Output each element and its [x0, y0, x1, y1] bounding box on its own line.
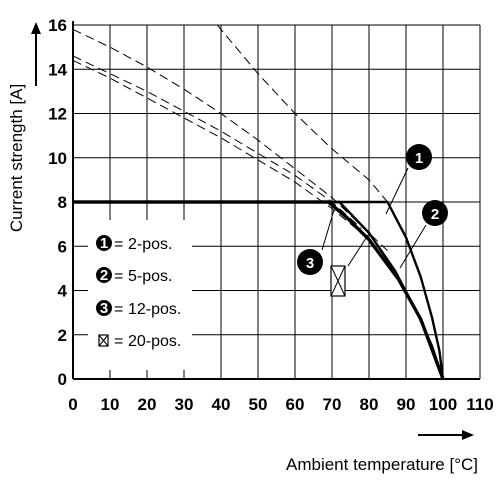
x-tick-label: 20	[138, 395, 157, 414]
y-axis-arrowhead	[31, 22, 41, 34]
callout-3-leader	[321, 209, 335, 251]
axes	[72, 21, 480, 380]
x-tick-label: 70	[323, 395, 342, 414]
series-lines	[73, 200, 445, 380]
legend-label-text-12-pos: 12-pos.	[128, 301, 181, 318]
legend-marker-3	[96, 300, 112, 316]
x-tick-label: 10	[101, 395, 120, 414]
legend-item-20-pos: = 20-pos.	[98, 333, 181, 350]
callout-1-badge	[406, 144, 432, 170]
x-tick-label: 100	[429, 395, 457, 414]
legend: 1 = 2-pos. 2 = 5-pos. 3 = 12-pos. = 20-p…	[88, 220, 192, 370]
legend-marker-3-label: 3	[100, 300, 108, 317]
callout-3-badge	[297, 249, 323, 275]
series-line-20-pos	[73, 200, 445, 380]
legend-item-5-pos: 2 = 5-pos.	[96, 267, 172, 285]
y-tick-label: 0	[58, 370, 67, 389]
legend-label-text-20-pos: 20-pos.	[128, 333, 181, 350]
y-tick-label: 16	[48, 16, 67, 35]
legend-equals-5-pos: =	[114, 268, 123, 285]
y-tick-label: 8	[58, 193, 67, 212]
legend-item-2-pos: 1 = 2-pos.	[96, 235, 172, 253]
callout-1-label: 1	[415, 150, 423, 167]
callout-2-leader	[399, 224, 427, 269]
callout-2-badge	[422, 200, 448, 226]
callout-3-label: 3	[306, 255, 314, 272]
x-axis-arrowhead	[462, 430, 474, 440]
x-axis-title: Ambient temperature [°C]	[286, 455, 478, 474]
y-tick-label: 10	[48, 149, 67, 168]
legend-label-text-2-pos: 2-pos.	[128, 236, 172, 253]
legend-label-text-5-pos: 5-pos.	[128, 268, 172, 285]
x-tick-label: 40	[212, 395, 231, 414]
legend-label-2-pos: =	[114, 236, 123, 253]
y-tick-label: 2	[58, 326, 67, 345]
dashed-curve-1	[72, 28, 388, 252]
legend-equals-12-pos: =	[114, 301, 123, 318]
x-tick-label: 50	[249, 395, 268, 414]
series-line-2-pos	[73, 200, 445, 380]
y-tick-labels: 0 2 4 6 8 10 12 14 16	[48, 16, 67, 389]
legend-marker-2	[96, 267, 112, 283]
y-tick-label: 14	[48, 60, 67, 79]
x-tick-label: 60	[286, 395, 305, 414]
x-tick-label: 30	[175, 395, 194, 414]
callout-20-leader	[347, 231, 371, 267]
dashed-curve-4	[216, 24, 388, 203]
curve-callouts: 1 2 3	[297, 144, 448, 297]
y-axis-title: Current strength [A]	[7, 84, 26, 232]
callout-1-leader	[385, 167, 409, 215]
crossed-box-icon	[98, 334, 109, 347]
y-tick-label: 6	[58, 237, 67, 256]
legend-marker-2-label: 2	[100, 267, 108, 284]
legend-item-12-pos: 3 = 12-pos.	[96, 300, 181, 318]
callout-20-crossed-box-icon	[330, 265, 346, 297]
legend-marker-1-label: 1	[100, 235, 108, 252]
callout-2-label: 2	[431, 206, 439, 223]
legend-equals-20-pos: =	[114, 333, 123, 350]
dashed-curves	[72, 24, 388, 252]
y-tick-label: 4	[58, 282, 68, 301]
x-tick-label: 80	[360, 395, 379, 414]
x-tick-label: 90	[397, 395, 416, 414]
dashed-curve-3	[72, 59, 362, 234]
x-tick-labels: 0 10 20 30 40 50 60 70 80 90 100 110	[68, 395, 493, 414]
legend-marker-1	[96, 235, 112, 251]
y-tick-label: 12	[48, 105, 67, 124]
x-tick-label: 110	[466, 395, 493, 414]
dashed-curve-2	[72, 55, 362, 229]
x-tick-label: 0	[68, 395, 77, 414]
